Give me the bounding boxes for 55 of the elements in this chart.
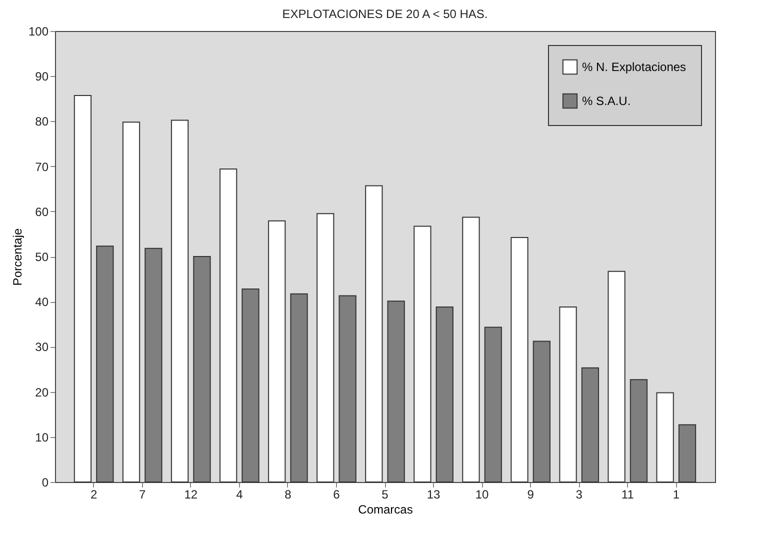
bar xyxy=(656,392,674,482)
y-tick-label: 70 xyxy=(35,160,49,174)
bar xyxy=(338,295,356,482)
y-tick-label: 80 xyxy=(35,114,49,129)
x-tick-label: 6 xyxy=(333,488,340,502)
bar xyxy=(96,246,114,482)
bar xyxy=(559,306,577,482)
x-tick-label: 8 xyxy=(284,488,292,502)
y-tick-label: 60 xyxy=(35,204,49,219)
bar xyxy=(122,122,140,482)
x-tick-label: 12 xyxy=(184,488,198,502)
bar xyxy=(193,256,211,482)
bar xyxy=(220,168,238,482)
bar xyxy=(242,288,260,482)
bar xyxy=(144,248,162,482)
bar xyxy=(414,226,432,482)
bar xyxy=(436,306,454,482)
x-tick-label: 5 xyxy=(382,488,389,502)
y-tick-label: 20 xyxy=(35,385,49,400)
x-tick-label: 13 xyxy=(426,488,441,502)
bar xyxy=(484,326,502,482)
x-tick-label: 9 xyxy=(527,488,534,502)
x-tick-label: 7 xyxy=(139,488,146,502)
bar xyxy=(387,300,405,482)
bar xyxy=(510,237,528,482)
bar xyxy=(365,185,383,482)
y-tick-label: 50 xyxy=(35,250,49,264)
x-tick-label: 11 xyxy=(621,488,634,502)
y-tick-label: 10 xyxy=(35,430,49,444)
bar xyxy=(170,120,189,482)
y-tick-label: 40 xyxy=(35,295,49,310)
x-tick-label: 10 xyxy=(475,488,490,502)
bar xyxy=(630,379,648,482)
bar xyxy=(608,270,626,482)
x-tick-label: 1 xyxy=(672,488,680,502)
bar xyxy=(462,216,480,482)
y-tick-label: 90 xyxy=(35,70,49,84)
x-axis-title: Comarcas xyxy=(358,502,413,516)
y-tick-label: 30 xyxy=(35,340,49,354)
y-axis-title: Porcentaje xyxy=(10,228,24,286)
bar xyxy=(316,213,334,482)
legend-label: % N. Explotaciones xyxy=(582,60,686,74)
bar xyxy=(290,293,308,482)
x-tick-label: 3 xyxy=(576,488,583,502)
bar xyxy=(268,220,286,482)
y-tick-label: 100 xyxy=(28,24,49,38)
chart-title: EXPLOTACIONES DE 20 A < 50 HAS. xyxy=(282,7,488,21)
x-tick-label: 2 xyxy=(90,488,98,502)
bar xyxy=(581,367,600,482)
bar xyxy=(678,424,696,482)
x-tick-label: 4 xyxy=(236,488,244,502)
legend-label: % S.A.U. xyxy=(582,94,631,108)
bar xyxy=(74,94,92,482)
y-tick-label: 0 xyxy=(42,476,49,490)
bar xyxy=(532,340,550,482)
